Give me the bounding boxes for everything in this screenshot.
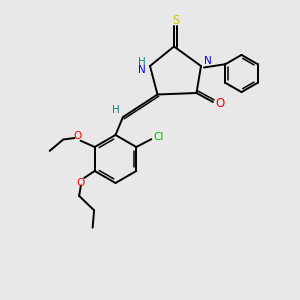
Text: O: O bbox=[73, 131, 81, 141]
Text: Cl: Cl bbox=[153, 132, 164, 142]
Text: H: H bbox=[112, 105, 119, 116]
Text: O: O bbox=[215, 97, 224, 110]
Text: S: S bbox=[172, 14, 179, 27]
Text: H: H bbox=[138, 57, 146, 68]
Text: O: O bbox=[77, 178, 85, 188]
Text: N: N bbox=[138, 64, 146, 75]
Text: N: N bbox=[204, 56, 212, 67]
